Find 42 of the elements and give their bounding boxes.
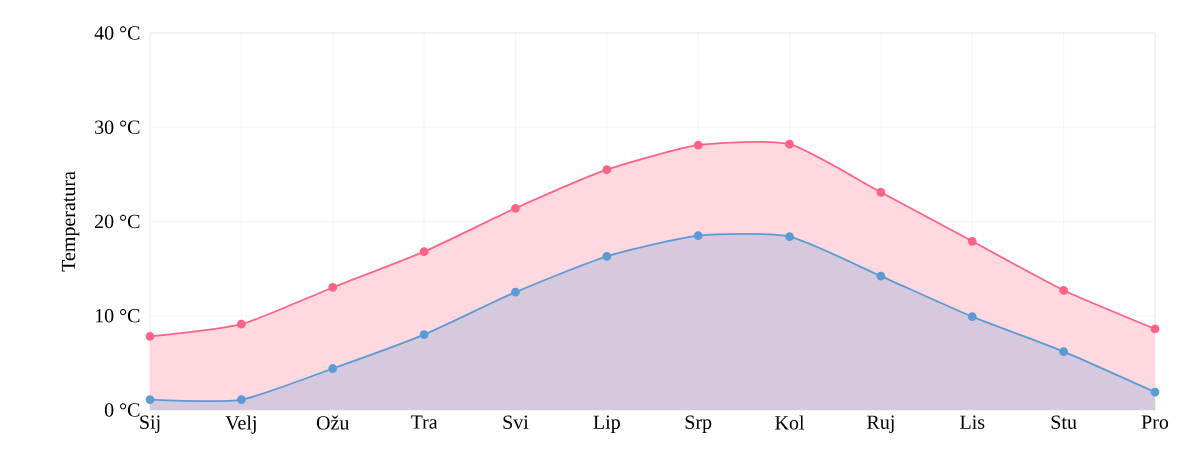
x-tick-label: Stu [1051,415,1077,429]
y-tick-label: 40 °C [94,26,140,40]
y-tick-label: 0 °C [104,403,140,417]
point [967,312,977,322]
point [1059,285,1069,295]
x-tick-label: Tra [410,415,438,429]
x-tick-label: Svi [503,415,529,429]
point [511,203,520,213]
point [511,287,520,297]
point [236,319,246,329]
point [145,332,155,341]
point [328,283,338,292]
point [693,231,703,241]
point [876,187,886,197]
point [602,251,612,261]
x-tick-label: Ožu [316,415,350,430]
x-tick-label: Velj [225,415,256,434]
x-tick-label: Lis [960,415,985,429]
y-tick-label: 10 °C [95,308,140,323]
point [785,232,794,241]
point [1150,387,1160,397]
point [145,395,155,405]
x-tick-label: Pro [1141,415,1169,429]
point [1059,347,1069,356]
x-tick-label: Srp [685,415,712,434]
y-tick-label: 30 °C [95,120,140,134]
point [1150,324,1160,334]
x-tick-label: Lip [593,415,620,434]
x-tick-label: Sij [140,415,160,434]
x-tick-label: Ruj [867,415,894,434]
point [785,139,794,149]
point [328,364,338,373]
y-axis-title: Temperatura [61,171,80,272]
point [876,271,886,281]
point [419,247,429,257]
point [236,395,246,405]
x-tick-label: Kol [775,415,805,430]
y-tick-label: 20 °C [95,214,140,229]
point [419,330,429,339]
point [602,165,612,175]
point [693,140,703,150]
point [967,236,977,246]
